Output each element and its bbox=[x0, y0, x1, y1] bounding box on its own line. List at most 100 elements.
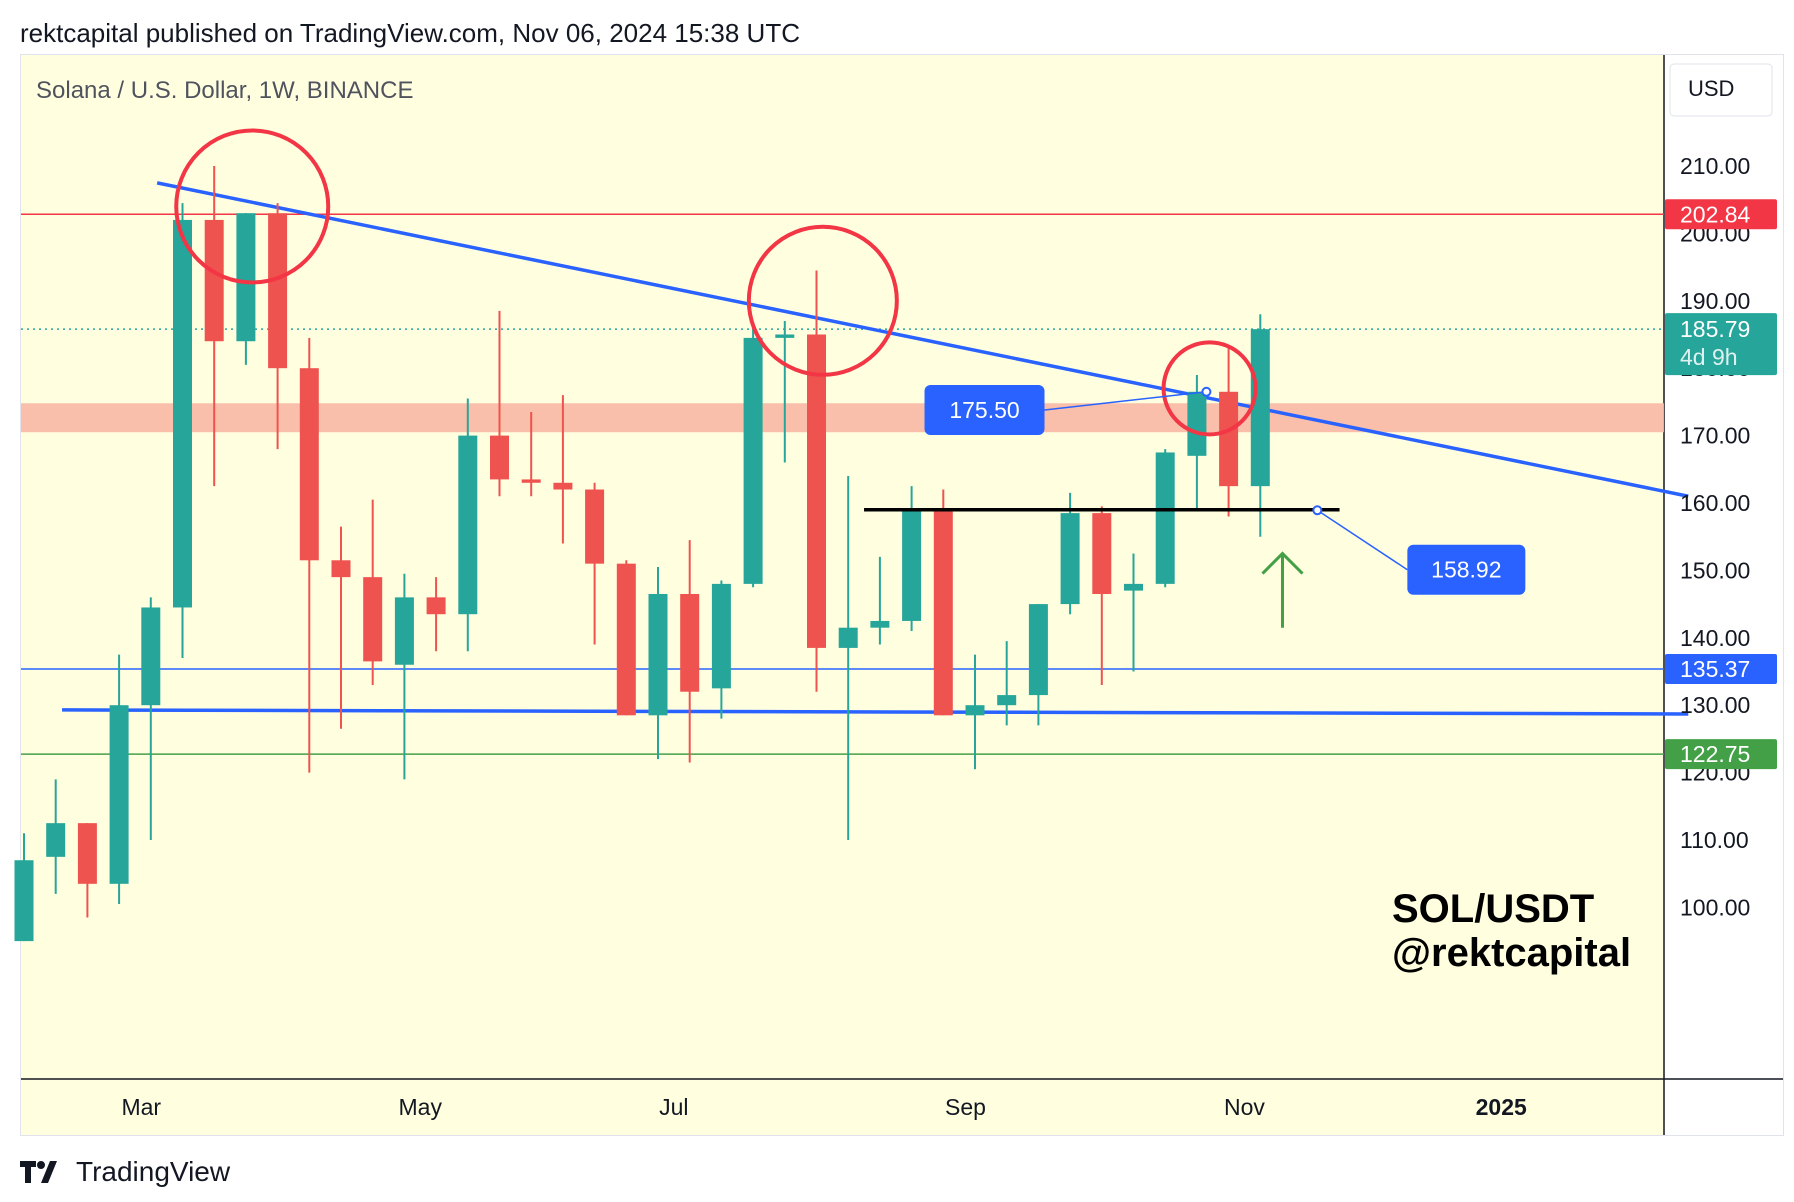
candle-body bbox=[933, 509, 953, 716]
candle[interactable] bbox=[1250, 314, 1270, 537]
candle[interactable] bbox=[204, 166, 224, 487]
level-tag-label: 122.75 bbox=[1680, 741, 1750, 767]
candle-body bbox=[965, 705, 985, 716]
candle[interactable] bbox=[807, 270, 826, 692]
candle-body bbox=[363, 577, 383, 662]
candle[interactable] bbox=[109, 654, 129, 905]
highlight-circle[interactable] bbox=[746, 224, 899, 377]
level-tag-label: 202.84 bbox=[1680, 201, 1751, 227]
candle-body bbox=[1250, 329, 1270, 487]
candle-body bbox=[46, 823, 66, 857]
candle[interactable] bbox=[743, 327, 763, 588]
candle-body bbox=[1219, 391, 1239, 487]
candle-body bbox=[173, 219, 192, 608]
up-arrow bbox=[1261, 551, 1304, 628]
candle-body bbox=[236, 213, 256, 342]
candle-body bbox=[1092, 513, 1112, 594]
y-tick-label: 110.00 bbox=[1680, 827, 1749, 853]
candle[interactable] bbox=[870, 556, 890, 645]
callout-box bbox=[1407, 544, 1526, 595]
candle-body bbox=[680, 593, 700, 692]
candle[interactable] bbox=[268, 203, 288, 450]
chart-frame bbox=[20, 54, 1784, 1136]
price-callout[interactable]: 158.92 bbox=[1312, 505, 1526, 595]
candle-body bbox=[1060, 513, 1080, 605]
candle[interactable] bbox=[363, 499, 383, 685]
x-tick-label: May bbox=[399, 1094, 443, 1120]
candle[interactable] bbox=[616, 560, 636, 716]
candle[interactable] bbox=[553, 395, 573, 544]
candle[interactable] bbox=[775, 321, 795, 463]
candle[interactable] bbox=[521, 412, 541, 497]
candle-body bbox=[204, 219, 224, 342]
x-tick-label: Sep bbox=[945, 1094, 986, 1120]
candle-body bbox=[331, 560, 351, 578]
candle-body bbox=[902, 509, 922, 621]
candle-body bbox=[299, 368, 319, 561]
highlight-circle[interactable] bbox=[174, 128, 331, 285]
level-price-tag: 202.84 bbox=[1665, 199, 1777, 230]
time-axis[interactable] bbox=[21, 1079, 1664, 1135]
candle[interactable] bbox=[490, 310, 509, 497]
countdown-label: 4d 9h bbox=[1680, 344, 1738, 370]
y-tick-label: 130.00 bbox=[1680, 692, 1750, 718]
candle[interactable] bbox=[46, 779, 66, 894]
support-line[interactable] bbox=[62, 708, 1689, 716]
candle[interactable] bbox=[1060, 492, 1080, 615]
highlight-circle[interactable] bbox=[1161, 340, 1258, 437]
candle[interactable] bbox=[711, 580, 731, 719]
currency-button-label: USD bbox=[1688, 76, 1734, 101]
x-tick-label: 2025 bbox=[1476, 1094, 1527, 1120]
candle[interactable] bbox=[933, 489, 953, 716]
candle[interactable] bbox=[838, 476, 858, 840]
candle[interactable] bbox=[14, 833, 34, 942]
candle-body bbox=[807, 334, 826, 648]
candle[interactable] bbox=[680, 540, 700, 763]
y-tick-label: 170.00 bbox=[1680, 423, 1750, 449]
level-tag-background bbox=[1665, 739, 1777, 770]
currency-button[interactable]: USD bbox=[1669, 63, 1773, 117]
arrow-head bbox=[1261, 551, 1304, 575]
candle[interactable] bbox=[236, 213, 256, 365]
footer[interactable]: TradingView bbox=[20, 1156, 230, 1188]
descending-trendline[interactable] bbox=[156, 181, 1689, 498]
callout-anchor bbox=[1312, 505, 1323, 516]
x-tick-label: Nov bbox=[1224, 1094, 1265, 1120]
candle-body bbox=[553, 482, 573, 490]
candle[interactable] bbox=[1155, 449, 1175, 588]
candle[interactable] bbox=[1028, 604, 1048, 726]
x-tick-label: Jul bbox=[659, 1094, 688, 1120]
candle[interactable] bbox=[173, 203, 192, 659]
candle[interactable] bbox=[426, 577, 446, 652]
candle-body bbox=[490, 435, 509, 480]
candle[interactable] bbox=[965, 654, 985, 770]
y-tick-label: 140.00 bbox=[1680, 625, 1750, 651]
candle[interactable] bbox=[648, 567, 668, 760]
callout-leader bbox=[1044, 391, 1207, 411]
candle[interactable] bbox=[997, 641, 1017, 726]
candle-body bbox=[585, 489, 605, 564]
y-tick-label: 190.00 bbox=[1680, 288, 1750, 314]
candle[interactable] bbox=[1124, 553, 1143, 672]
candle-body bbox=[426, 597, 446, 615]
level-tag-background bbox=[1665, 654, 1777, 685]
price-callout[interactable]: 175.50 bbox=[924, 384, 1212, 435]
resistance-zone bbox=[21, 403, 1664, 433]
price-axis[interactable] bbox=[1664, 55, 1783, 1135]
watermark-author: @rektcapital bbox=[1392, 931, 1631, 975]
candle-body bbox=[743, 337, 763, 584]
candle[interactable] bbox=[394, 573, 414, 780]
candle[interactable] bbox=[585, 482, 605, 645]
candle[interactable] bbox=[331, 526, 351, 729]
callout-box bbox=[924, 384, 1045, 435]
candle[interactable] bbox=[1187, 374, 1207, 510]
candle[interactable] bbox=[299, 337, 319, 773]
candle[interactable] bbox=[77, 823, 97, 918]
candle-body bbox=[775, 334, 795, 338]
candle[interactable] bbox=[458, 398, 478, 652]
candle[interactable] bbox=[1092, 506, 1112, 685]
candle-body bbox=[1187, 391, 1207, 456]
candle[interactable] bbox=[141, 597, 161, 840]
